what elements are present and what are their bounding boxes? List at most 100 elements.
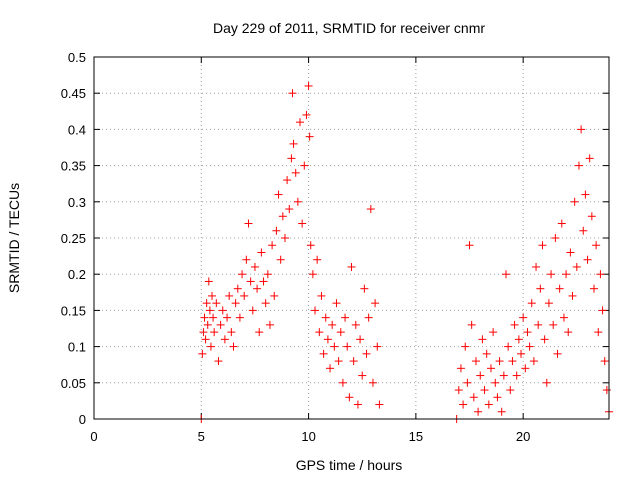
data-point: [300, 161, 309, 170]
data-point: [532, 262, 541, 271]
data-point: [596, 270, 605, 279]
data-point: [547, 270, 556, 279]
data-point: [373, 342, 382, 351]
data-point: [210, 328, 219, 337]
x-tick-label: 10: [301, 429, 315, 444]
data-point: [285, 205, 294, 214]
data-point: [265, 320, 274, 329]
data-point: [521, 364, 530, 373]
data-point: [482, 349, 491, 358]
data-point: [465, 241, 474, 250]
x-tick-label: 5: [198, 429, 205, 444]
x-axis-label: GPS time / hours: [296, 457, 403, 473]
data-point: [459, 400, 468, 409]
data-point: [296, 118, 304, 127]
data-point: [328, 320, 337, 329]
x-tick-label: 20: [516, 429, 530, 444]
data-point: [255, 328, 264, 337]
data-point: [583, 255, 592, 264]
data-point: [274, 190, 283, 199]
data-point: [454, 386, 463, 395]
data-point: [534, 320, 543, 329]
data-point: [476, 371, 485, 380]
data-point: [508, 357, 517, 366]
chart-title: Day 229 of 2011, SRMTID for receiver cnm…: [213, 20, 485, 36]
data-point: [283, 176, 292, 185]
data-point: [240, 291, 249, 300]
data-points: [197, 81, 613, 423]
data-point: [238, 270, 247, 279]
data-point: [291, 168, 300, 177]
data-point: [360, 284, 369, 293]
data-point: [478, 335, 487, 344]
data-point: [278, 212, 287, 221]
data-point: [461, 342, 470, 351]
data-point: [242, 255, 251, 264]
data-point: [306, 241, 315, 250]
data-point: [568, 291, 577, 300]
data-point: [559, 313, 568, 322]
data-point: [326, 364, 335, 373]
tick-labels: 0 0.05 0.1 0.15 0.2 0.25 0.3 0.35 0.4 0.45 0.5 0 5 10…: [61, 50, 531, 444]
data-point: [261, 299, 270, 308]
data-point: [540, 335, 549, 344]
data-point: [253, 284, 262, 293]
data-point: [223, 313, 232, 322]
data-point: [356, 335, 365, 344]
data-point: [199, 328, 208, 337]
x-tick-label: 15: [409, 429, 423, 444]
data-point: [362, 349, 371, 358]
data-point: [334, 357, 343, 366]
data-point: [298, 219, 307, 228]
data-point: [319, 349, 328, 358]
data-point: [259, 277, 268, 286]
data-point: [257, 248, 266, 257]
data-point: [519, 313, 528, 322]
data-point: [341, 313, 350, 322]
data-point: [506, 386, 515, 395]
data-point: [313, 255, 322, 264]
data-point: [514, 335, 523, 344]
data-point: [212, 299, 221, 308]
y-tick-label: 0.45: [61, 86, 86, 101]
data-point: [304, 81, 313, 90]
data-point: [231, 299, 240, 308]
data-point: [484, 400, 493, 409]
data-point: [577, 125, 586, 134]
data-point: [204, 277, 213, 286]
data-point: [229, 342, 238, 351]
data-point: [502, 270, 510, 279]
data-point: [499, 371, 508, 380]
data-point: [343, 342, 352, 351]
data-point: [551, 234, 560, 242]
data-point: [566, 248, 575, 257]
data-point: [553, 349, 562, 358]
data-point: [336, 328, 345, 337]
data-point: [276, 255, 285, 264]
data-point: [302, 110, 311, 119]
data-point: [272, 226, 281, 235]
data-point: [347, 262, 356, 271]
data-point: [456, 364, 465, 373]
y-tick-label: 0.3: [68, 195, 86, 210]
data-point: [364, 313, 373, 322]
data-point: [338, 378, 347, 387]
x-tick-label: 0: [90, 429, 97, 444]
data-point: [311, 306, 320, 315]
data-point: [289, 139, 298, 148]
data-point: [330, 342, 339, 351]
data-point: [332, 299, 341, 308]
data-point: [202, 299, 211, 308]
data-point: [208, 291, 217, 300]
data-point: [201, 335, 210, 344]
data-point: [308, 270, 317, 279]
data-point: [557, 219, 566, 228]
data-point: [270, 291, 279, 300]
data-point: [280, 234, 289, 242]
data-point: [353, 400, 362, 409]
data-point: [587, 212, 596, 221]
data-point: [497, 407, 506, 416]
data-point: [549, 320, 558, 329]
data-point: [317, 291, 326, 300]
data-point: [480, 386, 489, 395]
